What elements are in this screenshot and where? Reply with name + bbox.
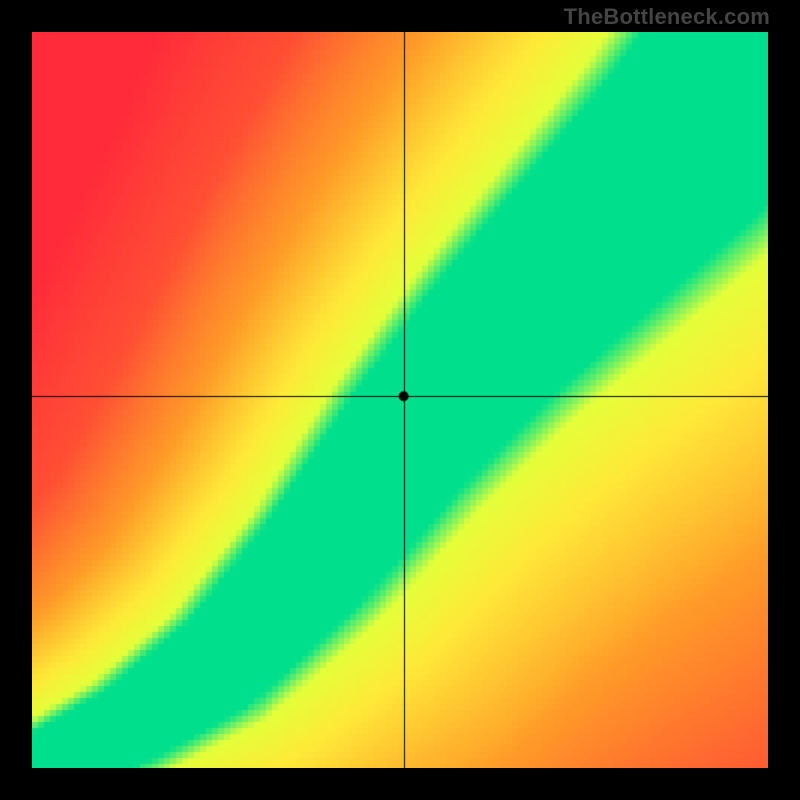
crosshair-overlay: [32, 32, 768, 768]
watermark-text: TheBottleneck.com: [564, 4, 770, 30]
